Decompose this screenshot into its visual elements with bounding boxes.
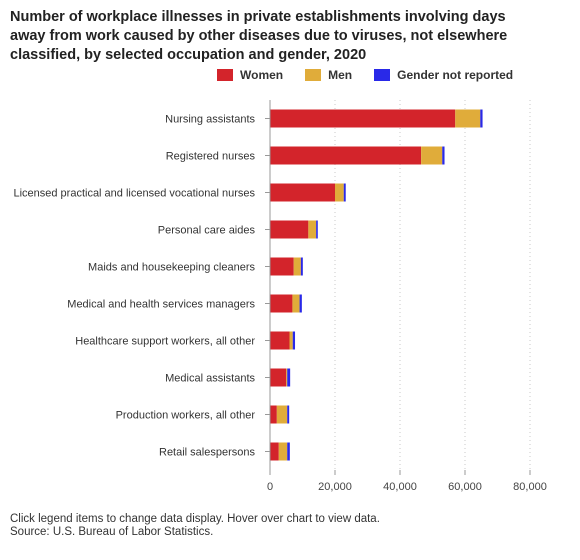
bar-women[interactable] (270, 183, 335, 202)
chart-title: Number of workplace illnesses in private… (10, 9, 508, 63)
x-tick-label: 60,000 (448, 481, 482, 493)
legend-item-men[interactable]: Men (305, 68, 352, 82)
legend: Women Men Gender not reported (217, 66, 535, 84)
bar-men[interactable] (276, 405, 288, 424)
bar-gender-not-reported[interactable] (343, 183, 346, 202)
category-label: Medical and health services managers (67, 299, 255, 311)
bar-women[interactable] (270, 368, 287, 387)
bar-men[interactable] (308, 220, 317, 239)
category-label: Personal care aides (158, 225, 256, 237)
footnote-source: Source: U.S. Bureau of Labor Statistics. (10, 526, 214, 538)
x-tick-label: 20,000 (318, 481, 352, 493)
bar-gender-not-reported[interactable] (316, 220, 318, 239)
bar-men[interactable] (289, 331, 293, 350)
bar-gender-not-reported[interactable] (442, 146, 445, 165)
bar-gender-not-reported[interactable] (287, 368, 291, 387)
bar-men[interactable] (335, 183, 344, 202)
category-label: Retail salespersons (159, 447, 255, 459)
bar-men[interactable] (278, 442, 288, 461)
bar-women[interactable] (270, 294, 293, 313)
bar-men[interactable] (421, 146, 443, 165)
legend-item-women[interactable]: Women (217, 68, 283, 82)
bar-women[interactable] (270, 109, 456, 128)
bar-gender-not-reported[interactable] (300, 257, 303, 276)
legend-swatch-women (217, 69, 233, 81)
bar-men[interactable] (455, 109, 481, 128)
bar-gender-not-reported[interactable] (287, 442, 290, 461)
category-label: Maids and housekeeping cleaners (88, 262, 255, 274)
bar-women[interactable] (270, 331, 290, 350)
category-label: Nursing assistants (165, 114, 255, 126)
footnote-instructions: Click legend items to change data displa… (10, 513, 380, 525)
x-tick-label: 0 (267, 481, 273, 493)
legend-swatch-men (305, 69, 322, 81)
x-tick-label: 40,000 (383, 481, 417, 493)
legend-swatch-gender-not-reported (374, 69, 391, 81)
bar-women[interactable] (270, 405, 277, 424)
bar-men[interactable] (293, 257, 301, 276)
category-label: Healthcare support workers, all other (75, 336, 255, 348)
category-label: Registered nurses (166, 151, 256, 163)
category-label: Medical assistants (165, 373, 255, 385)
bar-gender-not-reported[interactable] (299, 294, 302, 313)
bar-women[interactable] (270, 146, 422, 165)
x-tick-label: 80,000 (513, 481, 547, 493)
legend-label-gender-not-reported: Gender not reported (397, 68, 514, 82)
category-label: Production workers, all other (116, 410, 256, 422)
legend-label-women: Women (240, 68, 284, 82)
bar-women[interactable] (270, 442, 279, 461)
legend-item-gender-not-reported[interactable]: Gender not reported (374, 68, 513, 82)
bar-men[interactable] (286, 368, 288, 387)
legend-label-men: Men (328, 68, 353, 82)
bar-women[interactable] (270, 220, 309, 239)
bar-gender-not-reported[interactable] (287, 405, 290, 424)
category-label: Licensed practical and licensed vocation… (13, 188, 255, 200)
chart-plot: 0 20,000 40,000 60,000 80,000 Nursing assista… (13, 100, 547, 493)
bar-women[interactable] (270, 257, 294, 276)
bar-gender-not-reported[interactable] (292, 331, 296, 350)
bar-gender-not-reported[interactable] (480, 109, 483, 128)
bar-men[interactable] (292, 294, 300, 313)
footnote: Click legend items to change data displa… (10, 513, 380, 539)
